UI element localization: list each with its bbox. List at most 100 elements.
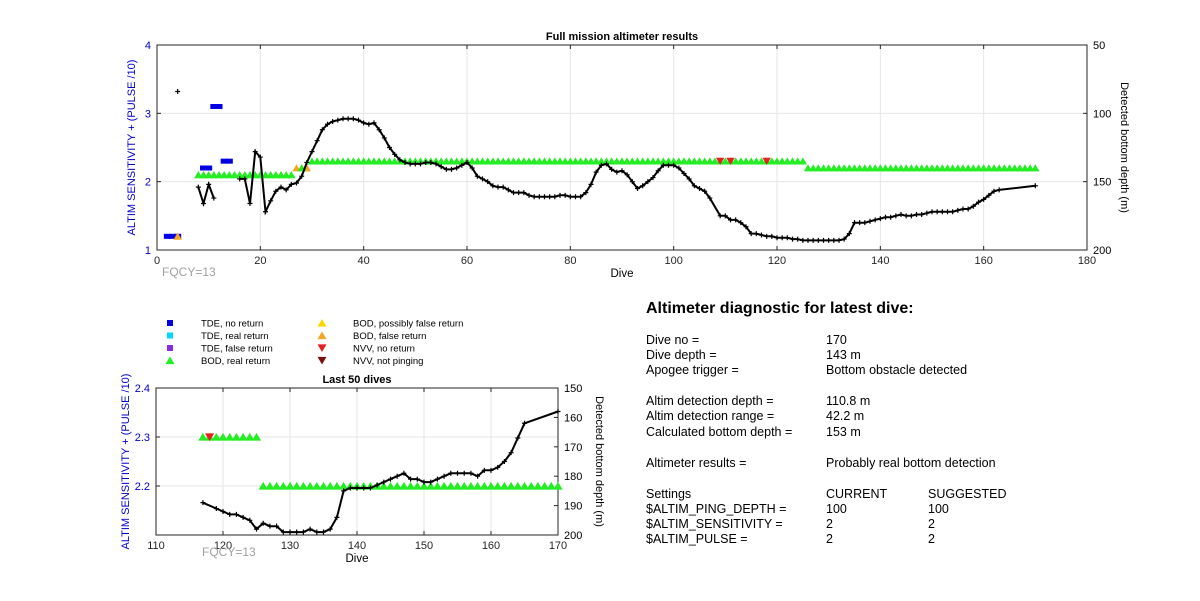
diag-value: Probably real bottom detection: [826, 456, 996, 470]
tde-no-return-marker: [215, 104, 223, 109]
depth-point: [341, 488, 347, 494]
depth-point: [195, 184, 201, 190]
depth-point: [888, 214, 894, 220]
depth-point: [319, 127, 325, 133]
nvv-no-return-marker: [762, 157, 771, 165]
depth-point: [970, 203, 976, 209]
depth-point: [547, 194, 553, 200]
legend-triangle-up-icon: [317, 331, 327, 340]
depth-point: [283, 187, 289, 193]
depth-point: [330, 119, 336, 125]
y2-tick-label: 150: [1093, 177, 1111, 189]
depth-point: [500, 184, 506, 190]
x-tick-label: 20: [254, 255, 266, 267]
depth-point: [650, 175, 656, 181]
x-tick-label: 40: [358, 255, 370, 267]
depth-point: [945, 209, 950, 215]
y2-tick-label: 170: [564, 442, 582, 454]
depth-point: [893, 213, 899, 219]
depth-point: [438, 164, 444, 170]
depth-point: [200, 500, 206, 506]
diag-label: Calculated bottom depth =: [646, 425, 793, 439]
x-tick-label: 120: [768, 255, 786, 267]
legend-label: BOD, real return: [201, 356, 270, 367]
legend-triangle-up-icon: [317, 318, 327, 327]
legend-item: NVV, not pinging: [317, 356, 423, 367]
depth-point: [702, 188, 708, 194]
legend-label: BOD, false return: [353, 331, 426, 342]
depth-point: [619, 168, 625, 174]
legend-item: TDE, real return: [167, 331, 269, 342]
depth-point: [862, 220, 868, 226]
x-tick-label: 80: [564, 255, 576, 267]
settings-suggested: 2: [928, 532, 935, 546]
depth-point: [325, 121, 330, 127]
depth-point: [350, 116, 356, 122]
depth-point: [481, 467, 487, 473]
depth-point: [583, 190, 589, 196]
depth-point: [609, 166, 615, 172]
depth-point: [294, 180, 299, 186]
bod-real-return-marker: [546, 481, 556, 490]
x-tick-label: 160: [482, 540, 500, 552]
bod-real-return-marker: [540, 481, 550, 490]
depth-point: [965, 206, 971, 212]
depth-point: [521, 190, 527, 196]
y-tick-label: 2.2: [135, 481, 150, 493]
bod-real-return-marker: [218, 432, 228, 441]
plot-frame: [156, 44, 1088, 251]
depth-point: [635, 186, 640, 191]
legend-item: BOD, false return: [317, 331, 426, 342]
depth-point: [469, 165, 475, 171]
depth-point: [381, 135, 387, 141]
depth-point: [779, 235, 785, 241]
depth-point: [433, 161, 439, 167]
depth-point: [233, 511, 239, 517]
depth-point: [340, 116, 346, 122]
legend-label: TDE, real return: [201, 331, 269, 342]
depth-point: [686, 176, 692, 182]
diag-value: Bottom obstacle detected: [826, 363, 968, 377]
depth-point: [480, 176, 485, 182]
bod-real-return-marker: [318, 481, 329, 490]
plot-area: [157, 45, 1087, 250]
depth-point: [903, 213, 909, 219]
depth-point: [441, 473, 447, 479]
settings-suggested-header: SUGGESTED: [928, 487, 1007, 501]
bod-real-return-marker: [553, 481, 563, 490]
depth-point: [939, 209, 945, 215]
depth-point: [408, 476, 414, 482]
bod-real-return-marker: [419, 481, 429, 490]
diag-value: 42.2 m: [826, 409, 865, 423]
x-tick-label: 110: [147, 540, 165, 552]
depth-point: [418, 161, 423, 167]
depth-point: [516, 190, 522, 196]
bod-real-return-marker: [1031, 164, 1040, 172]
depth-point: [924, 210, 930, 216]
x-tick-label: 130: [281, 540, 299, 552]
depth-point: [769, 233, 775, 239]
tde-no-return-marker: [200, 165, 207, 171]
depth-point: [588, 181, 594, 187]
bod-real-return-marker: [412, 481, 422, 490]
depth-point: [810, 237, 816, 243]
depth-point: [260, 520, 266, 526]
depth-point: [573, 194, 578, 200]
bod-real-return-marker: [466, 481, 476, 490]
depth-point: [960, 206, 966, 212]
depth-point: [402, 160, 408, 166]
legend-square-icon: [167, 332, 173, 339]
depth-line: [197, 117, 1036, 242]
diag-label: Apogee trigger =: [646, 363, 739, 377]
depth-point: [748, 231, 754, 237]
depth-point: [240, 514, 246, 520]
depth-point: [314, 138, 320, 144]
depth-point: [211, 195, 217, 201]
bod-real-return-marker: [798, 157, 808, 165]
depth-point: [448, 470, 454, 476]
depth-point: [536, 194, 542, 200]
depth-point: [908, 213, 914, 219]
depth-point: [511, 190, 516, 196]
depth-point: [273, 188, 279, 194]
